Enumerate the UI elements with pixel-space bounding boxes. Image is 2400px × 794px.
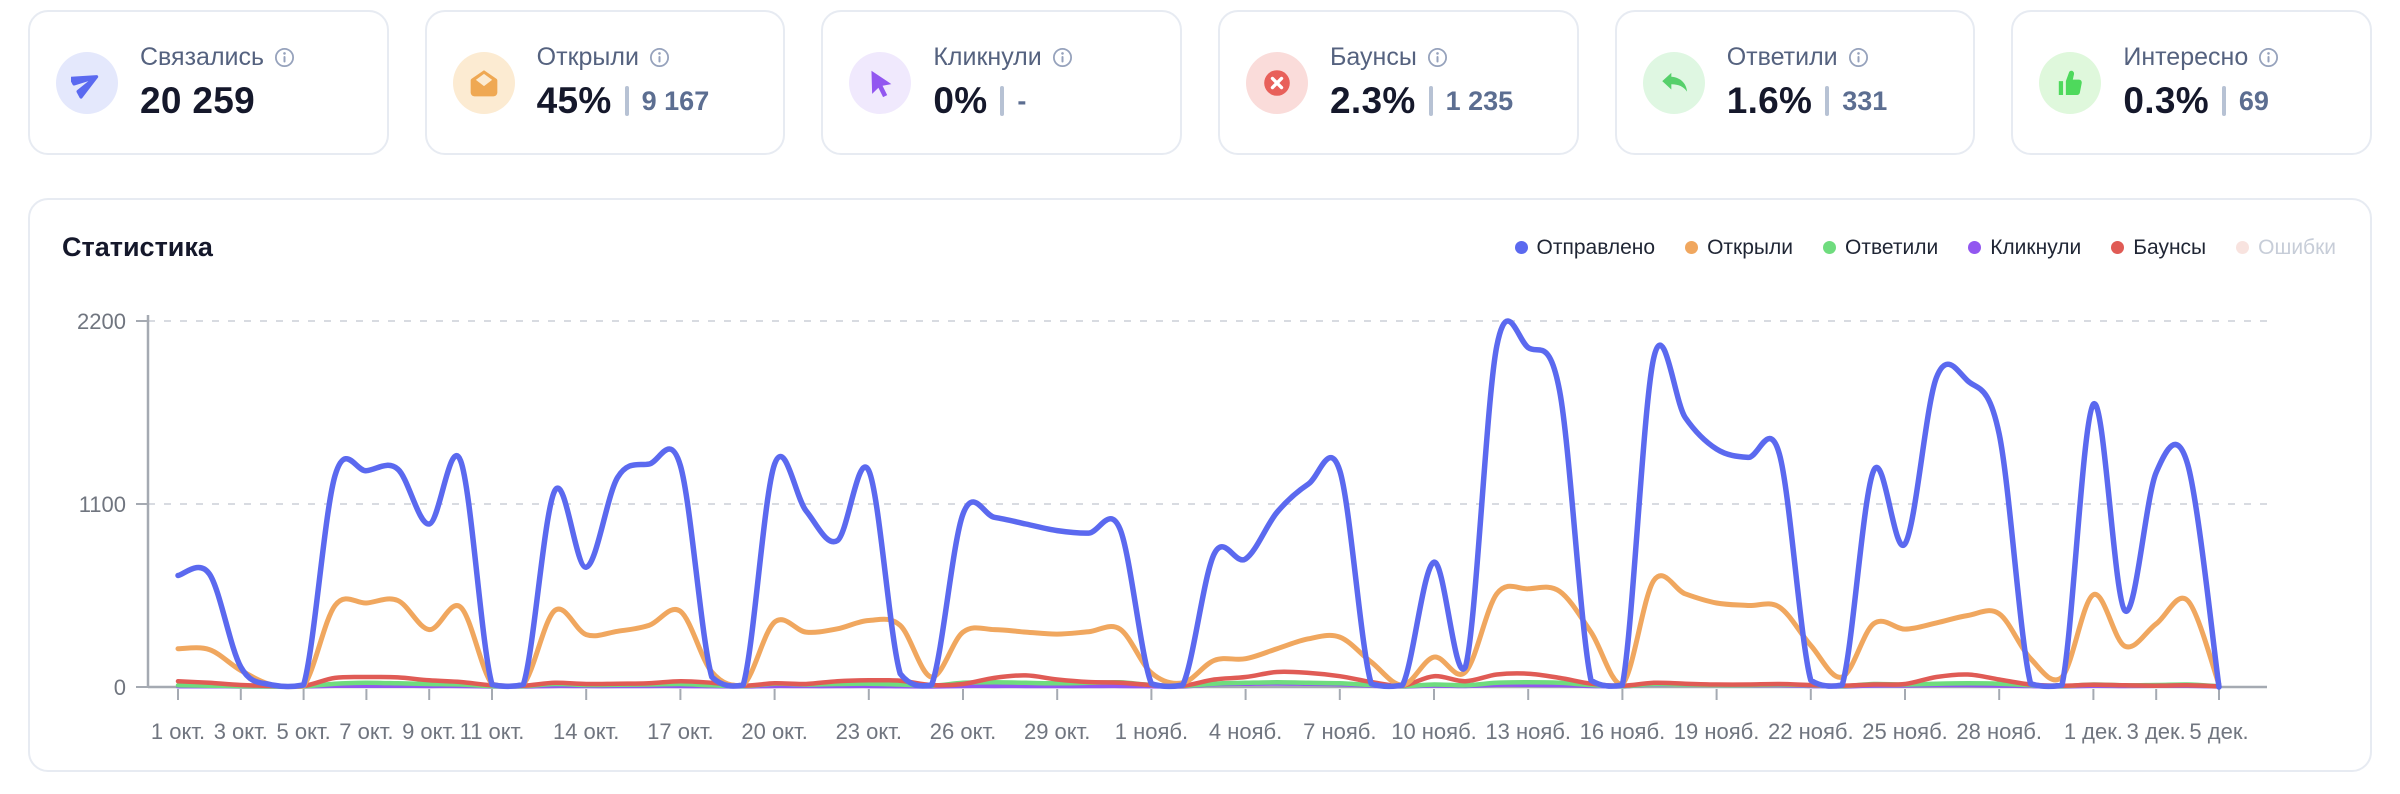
info-icon[interactable]: [274, 47, 295, 68]
legend-dot-clicked: [1968, 241, 1982, 254]
x-axis-label: 20 окт.: [741, 719, 807, 744]
stat-card-clicked: Кликнули 0% -: [821, 10, 1183, 155]
legend-label: Кликнули: [1990, 235, 2082, 259]
value-divider: [2221, 86, 2226, 116]
stats-row: Связались 20 259 Открыли 45% 9 167 Кликну…: [28, 10, 2373, 155]
x-axis-label: 11 окт.: [460, 719, 525, 744]
info-icon[interactable]: [1427, 47, 1448, 68]
value-divider: [1000, 86, 1005, 116]
legend-item-bounced[interactable]: Баунсы: [2111, 236, 2206, 260]
stat-value: 1.6%: [1726, 80, 1813, 121]
stat-card-bounced: Баунсы 2.3% 1 235: [1218, 10, 1579, 155]
x-axis-label: 1 дек.: [2064, 719, 2123, 744]
legend-item-replied[interactable]: Ответили: [1823, 236, 1938, 260]
stat-secondary-value: 331: [1842, 85, 1888, 116]
legend-dot-bounced: [2111, 241, 2125, 254]
x-axis-label: 23 окт.: [836, 719, 902, 744]
stat-label: Открыли: [536, 43, 639, 71]
stat-label: Связались: [140, 43, 265, 71]
stat-secondary-value: 9 167: [641, 85, 710, 116]
legend-dot-sent: [1514, 241, 1528, 254]
stat-value: 0%: [933, 80, 988, 121]
cursor-icon: [849, 51, 912, 114]
x-axis-label: 29 окт.: [1024, 719, 1090, 744]
x-axis-label: 4 нояб.: [1209, 719, 1282, 744]
x-axis-label: 13 нояб.: [1485, 719, 1571, 744]
legend-item-errors[interactable]: Ошибки: [2236, 236, 2336, 260]
legend-dot-replied: [1823, 241, 1836, 254]
info-icon[interactable]: [1052, 47, 1073, 68]
x-axis-label: 5 окт.: [276, 719, 330, 744]
x-axis-label: 16 нояб.: [1580, 719, 1666, 744]
x-axis-label: 26 окт.: [930, 719, 996, 744]
x-axis-label: 7 окт.: [339, 719, 393, 744]
stat-label: Кликнули: [933, 43, 1042, 71]
chart-legend: Отправлено Открыли Ответили Кликнули Баунсы О…: [1514, 235, 2336, 260]
stat-secondary-value: 1 235: [1445, 85, 1514, 116]
x-axis-label: 28 нояб.: [1956, 719, 2042, 744]
series-line-sent: [175, 318, 2222, 690]
x-axis-label: 19 нояб.: [1674, 719, 1760, 744]
reply-icon: [1642, 51, 1705, 114]
x-axis-label: 3 дек.: [2127, 719, 2186, 744]
stat-secondary-value: -: [1017, 85, 1027, 116]
chart-header: Статистика Отправлено Открыли Ответили Клик…: [30, 232, 2370, 263]
stat-value: 20 259: [140, 80, 255, 121]
x-axis-label: 14 окт.: [553, 719, 619, 744]
info-icon[interactable]: [649, 47, 670, 68]
stat-card-contacted: Связались 20 259: [28, 10, 389, 155]
info-icon[interactable]: [1848, 47, 1869, 68]
value-divider: [1825, 86, 1830, 116]
value-divider: [624, 86, 629, 116]
stat-value: 0.3%: [2123, 80, 2209, 121]
x-axis-label: 10 нояб.: [1391, 719, 1477, 744]
stat-label: Баунсы: [1330, 43, 1417, 71]
stat-card-replied: Ответили 1.6% 331: [1614, 10, 1976, 155]
legend-dot-errors: [2236, 241, 2250, 254]
x-axis-label: 25 нояб.: [1862, 719, 1948, 744]
legend-item-opened[interactable]: Открыли: [1685, 236, 1793, 260]
legend-dot-opened: [1685, 241, 1699, 254]
send-icon: [56, 51, 118, 114]
x-axis-label: 22 нояб.: [1768, 719, 1854, 744]
x-axis-label: 9 окт.: [402, 719, 456, 744]
x-axis-label: 3 окт.: [214, 719, 268, 744]
stat-value: 2.3%: [1330, 80, 1416, 121]
x-axis-label: 17 окт.: [647, 719, 713, 744]
x-circle-icon: [1246, 51, 1309, 114]
x-axis-label: 5 дек.: [2189, 719, 2248, 744]
stat-label: Интересно: [2123, 43, 2249, 71]
y-axis-label: 0: [114, 675, 126, 700]
stat-label: Ответили: [1726, 43, 1838, 71]
chart-title: Статистика: [62, 232, 213, 262]
legend-label: Баунсы: [2133, 235, 2207, 259]
stat-value: 45%: [536, 80, 612, 121]
x-axis-label: 1 нояб.: [1115, 719, 1188, 744]
thumbs-up-icon: [2039, 51, 2102, 114]
y-axis-label: 1100: [79, 492, 126, 517]
mail-open-icon: [452, 51, 515, 114]
x-axis-label: 1 окт.: [151, 719, 205, 744]
info-icon[interactable]: [2258, 47, 2279, 68]
legend-label: Ответили: [1845, 235, 1939, 259]
legend-label: Отправлено: [1536, 235, 1656, 259]
legend-label: Открыли: [1707, 235, 1793, 259]
legend-label: Ошибки: [2258, 235, 2336, 259]
stat-card-interested: Интересно 0.3% 69: [2011, 10, 2373, 155]
stat-card-opened: Открыли 45% 9 167: [424, 10, 786, 155]
stat-secondary-value: 69: [2238, 85, 2269, 116]
x-axis-label: 7 нояб.: [1303, 719, 1376, 744]
value-divider: [1428, 86, 1433, 116]
y-axis-label: 2200: [77, 309, 126, 334]
legend-item-sent[interactable]: Отправлено: [1514, 235, 1656, 260]
statistics-panel: Статистика Отправлено Открыли Ответили Клик…: [28, 198, 2372, 772]
legend-item-clicked[interactable]: Кликнули: [1968, 236, 2081, 260]
